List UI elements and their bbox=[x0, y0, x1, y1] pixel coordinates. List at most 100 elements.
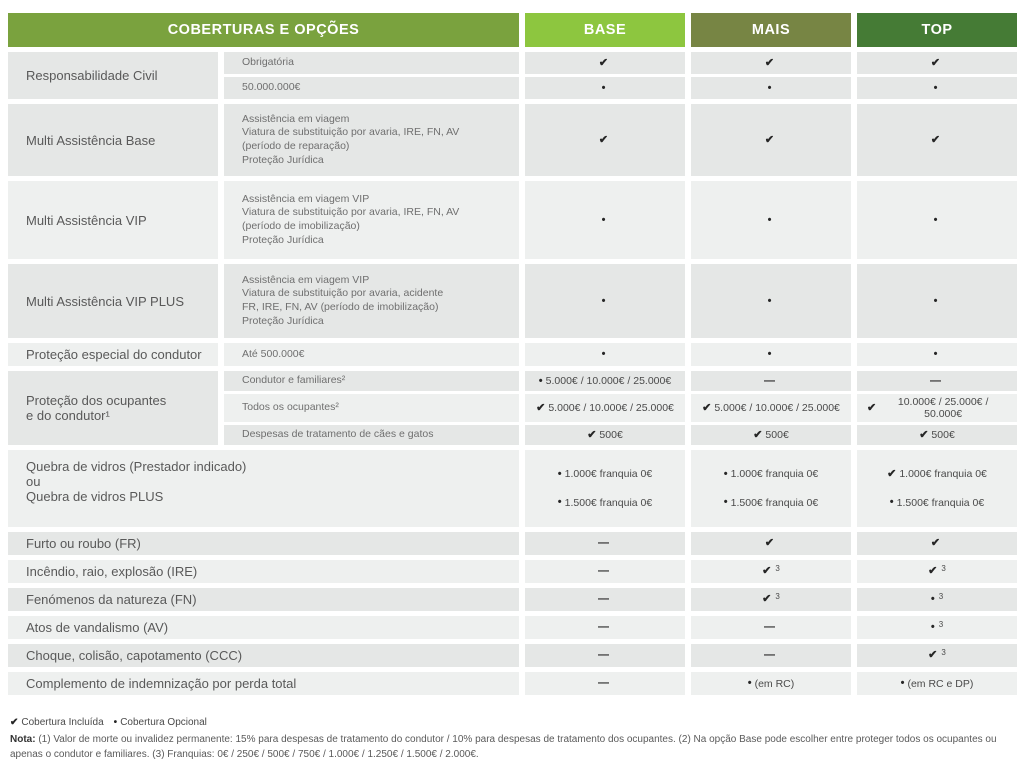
value-mark-icon: • bbox=[723, 496, 728, 509]
value-text: 1.500€ franquia 0€ bbox=[896, 496, 985, 509]
value-cell-base: • bbox=[525, 264, 685, 338]
coverage-detail: Obrigatória bbox=[224, 52, 519, 74]
coverage-detail: Assistência em viagem VIP Viatura de sub… bbox=[224, 181, 519, 259]
value-cell-top: • bbox=[857, 181, 1017, 259]
value-text: 1.000€ franquia 0€ bbox=[564, 468, 653, 481]
value-cell-base: — bbox=[525, 532, 685, 555]
note-text: (1) Valor de morte ou invalidez permanen… bbox=[10, 734, 997, 760]
section-atos-de-vandalismo: Atos de vandalismo (AV) — — • 3 bbox=[8, 616, 1017, 639]
value-mark-icon: — bbox=[598, 565, 609, 577]
value-text: 500€ bbox=[931, 429, 955, 441]
value-mark-icon: • bbox=[538, 374, 543, 387]
coverage-group-label: Multi Assistência VIP PLUS bbox=[8, 264, 218, 338]
section-complemento-indemnizacao: Complemento de indemnização por perda to… bbox=[8, 672, 1017, 695]
value-superscript: 3 bbox=[938, 591, 944, 601]
value-cell-top: ✔ 500€ bbox=[857, 425, 1017, 445]
value-cell-mais: — bbox=[691, 644, 851, 667]
value-text: (em RC) bbox=[754, 677, 795, 690]
value-cell-top: ✔ bbox=[857, 104, 1017, 176]
value-mark-icon: — bbox=[598, 649, 609, 661]
plan-header-base: BASE bbox=[525, 13, 685, 47]
coverage-row-label: Choque, colisão, capotamento (CCC) bbox=[8, 644, 519, 667]
coverages-header-cell: COBERTURAS E OPÇÕES bbox=[8, 13, 519, 47]
value-mark-icon: ✔ bbox=[762, 565, 772, 577]
value-text: 500€ bbox=[765, 429, 789, 441]
coverage-row-label: Complemento de indemnização por perda to… bbox=[8, 672, 519, 695]
coverage-detail: Assistência em viagem Viatura de substit… bbox=[224, 104, 519, 176]
value-cell-base: • bbox=[525, 77, 685, 99]
value-cell-mais: ✔ 5.000€ / 10.000€ / 25.000€ bbox=[691, 394, 851, 422]
value-mark-icon: • bbox=[933, 348, 938, 360]
value-mark-icon: • bbox=[930, 621, 935, 633]
coverage-detail: Até 500.000€ bbox=[224, 343, 519, 366]
value-mark-icon: • bbox=[723, 467, 728, 480]
coverage-row-label: Furto ou roubo (FR) bbox=[8, 532, 519, 555]
value-superscript: 3 bbox=[775, 591, 780, 601]
value-cell-base: — bbox=[525, 560, 685, 583]
section-choque-colisao-capotamento: Choque, colisão, capotamento (CCC) — — ✔… bbox=[8, 644, 1017, 667]
value-mark-icon: ✔ bbox=[598, 133, 609, 146]
value-superscript: 3 bbox=[775, 563, 780, 573]
value-cell-base: ✔ 500€ bbox=[525, 425, 685, 445]
value-cell-top: • (em RC e DP) bbox=[857, 672, 1017, 695]
value-cell-top: ✔ 3 bbox=[857, 644, 1017, 667]
value-cell-top: — bbox=[857, 371, 1017, 391]
value-line: • 1.000€ franquia 0€ bbox=[724, 468, 818, 480]
value-mark-icon: ✔ bbox=[764, 133, 775, 146]
value-mark-icon: ✔ bbox=[764, 537, 775, 549]
value-cell-mais: • bbox=[691, 77, 851, 99]
coverage-detail: Assistência em viagem VIP Viatura de sub… bbox=[224, 264, 519, 338]
value-mark-icon: ✔ bbox=[928, 649, 938, 661]
value-cell-base: • 1.000€ franquia 0€ • 1.500€ franquia 0€ bbox=[525, 450, 685, 527]
value-mark-icon: • bbox=[930, 593, 935, 605]
table-header-row: COBERTURAS E OPÇÕES BASE MAIS TOP bbox=[8, 13, 1017, 47]
value-cell-top: • bbox=[857, 264, 1017, 338]
value-mark-icon: • bbox=[767, 348, 772, 360]
value-cell-mais: • bbox=[691, 264, 851, 338]
value-cell-mais: ✔ bbox=[691, 532, 851, 555]
value-text: 1.500€ franquia 0€ bbox=[564, 496, 653, 509]
value-cell-top: ✔ bbox=[857, 532, 1017, 555]
value-line: • 1.500€ franquia 0€ bbox=[558, 497, 652, 509]
value-mark-icon: ✔ bbox=[930, 537, 941, 549]
value-mark-icon: ✔ bbox=[598, 56, 609, 69]
value-line: • 1.000€ franquia 0€ bbox=[558, 468, 652, 480]
legend-included-text: Cobertura Incluída bbox=[21, 717, 104, 728]
value-cell-mais: ✔ bbox=[691, 104, 851, 176]
value-cell-base: — bbox=[525, 588, 685, 611]
value-mark-icon: • bbox=[767, 81, 772, 94]
value-cell-base: • bbox=[525, 181, 685, 259]
coverage-group-label: Proteção especial do condutor bbox=[8, 343, 218, 366]
value-mark-icon: ✔ bbox=[867, 401, 877, 414]
value-text: 5.000€ / 10.000€ / 25.000€ bbox=[545, 375, 672, 387]
value-text: 1.000€ franquia 0€ bbox=[899, 468, 987, 481]
section-multi-assistencia-vip-plus: Multi Assistência VIP PLUS Assistência e… bbox=[8, 264, 1017, 338]
value-line: • 1.500€ franquia 0€ bbox=[890, 497, 984, 509]
value-cell-top: • 3 bbox=[857, 588, 1017, 611]
coverage-detail: Todos os ocupantes² bbox=[224, 394, 519, 422]
value-mark-icon: • bbox=[601, 213, 606, 226]
value-mark-icon: • bbox=[933, 81, 938, 94]
value-cell-top: • bbox=[857, 343, 1017, 366]
value-superscript: 3 bbox=[941, 563, 946, 573]
value-cell-mais: ✔ bbox=[691, 52, 851, 74]
legend-line: ✔ Cobertura Incluída • Cobertura Opcional bbox=[10, 717, 1014, 728]
plan-header-top: TOP bbox=[857, 13, 1017, 47]
value-mark-icon: — bbox=[598, 621, 609, 633]
section-responsabilidade-civil: Responsabilidade Civil Obrigatória ✔ ✔ ✔… bbox=[8, 52, 1017, 99]
coverage-group-label: Multi Assistência VIP bbox=[8, 181, 218, 259]
coverages-header-label: COBERTURAS E OPÇÕES bbox=[167, 22, 360, 38]
value-mark-icon: — bbox=[764, 649, 775, 661]
footnotes: ✔ Cobertura Incluída • Cobertura Opcional N… bbox=[8, 717, 1016, 762]
legend-check-icon: ✔ bbox=[10, 717, 19, 728]
value-text: 500€ bbox=[599, 429, 623, 441]
plan-top-label: TOP bbox=[921, 22, 953, 38]
coverage-group-label: Responsabilidade Civil bbox=[8, 52, 218, 99]
value-cell-base: • bbox=[525, 343, 685, 366]
plan-base-label: BASE bbox=[583, 22, 627, 38]
plan-mais-label: MAIS bbox=[751, 22, 791, 38]
section-fenomenos-da-natureza: Fenómenos da natureza (FN) — ✔ 3 • 3 bbox=[8, 588, 1017, 611]
section-protecao-especial-condutor: Proteção especial do condutor Até 500.00… bbox=[8, 343, 1017, 366]
coverage-group-label: Proteção dos ocupantes e do condutor¹ bbox=[8, 371, 218, 445]
value-mark-icon: ✔ bbox=[919, 428, 929, 441]
